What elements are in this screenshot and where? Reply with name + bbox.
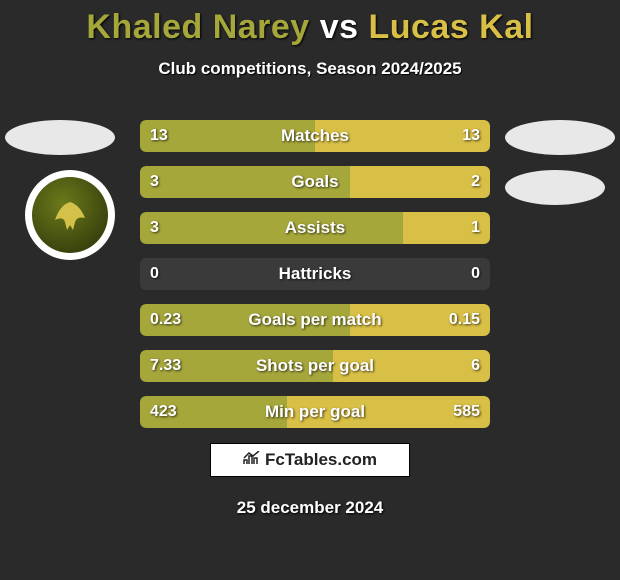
stat-bar-left	[140, 166, 350, 198]
player2-photo	[505, 120, 615, 155]
stat-value-left: 7.33	[150, 350, 181, 382]
stat-row: 1313Matches	[140, 120, 490, 152]
stat-value-left: 0	[150, 258, 159, 290]
stat-value-left: 3	[150, 212, 159, 244]
eagle-icon	[45, 190, 95, 240]
comparison-title: Khaled Narey vs Lucas Kal	[0, 0, 620, 47]
player2-name: Lucas Kal	[368, 8, 533, 46]
stat-row: 32Goals	[140, 166, 490, 198]
stat-value-right: 0	[471, 258, 480, 290]
brand-logo: FcTables.com	[210, 443, 410, 477]
stat-row: 0 0Hattricks	[140, 258, 490, 290]
club-badge-inner	[32, 177, 108, 253]
stat-value-right: 13	[462, 120, 480, 152]
stat-value-left: 0.23	[150, 304, 181, 336]
footer-date: 25 december 2024	[0, 498, 620, 518]
player1-name: Khaled Narey	[86, 8, 309, 46]
vs-text: vs	[320, 8, 359, 46]
player2-club-badge	[505, 170, 605, 205]
stat-value-left: 423	[150, 396, 177, 428]
stats-bars: 1313Matches32Goals31Assists00Hattricks0.…	[140, 120, 490, 442]
chart-icon	[243, 451, 261, 469]
stat-value-right: 0.15	[449, 304, 480, 336]
stat-value-left: 3	[150, 166, 159, 198]
player1-club-badge	[25, 170, 115, 260]
stat-bar-left	[140, 212, 403, 244]
brand-text: FcTables.com	[265, 450, 377, 470]
stat-value-right: 585	[453, 396, 480, 428]
stat-bar-right	[350, 166, 490, 198]
stat-label: Hattricks	[140, 258, 490, 290]
subtitle: Club competitions, Season 2024/2025	[0, 59, 620, 79]
stat-value-right: 2	[471, 166, 480, 198]
stat-bar-right	[333, 350, 491, 382]
stat-value-right: 6	[471, 350, 480, 382]
stat-row: 423585Min per goal	[140, 396, 490, 428]
stat-row: 31Assists	[140, 212, 490, 244]
stat-row: 0.230.15Goals per match	[140, 304, 490, 336]
stat-value-left: 13	[150, 120, 168, 152]
stat-value-right: 1	[471, 212, 480, 244]
stat-row: 7.336Shots per goal	[140, 350, 490, 382]
player1-photo	[5, 120, 115, 155]
